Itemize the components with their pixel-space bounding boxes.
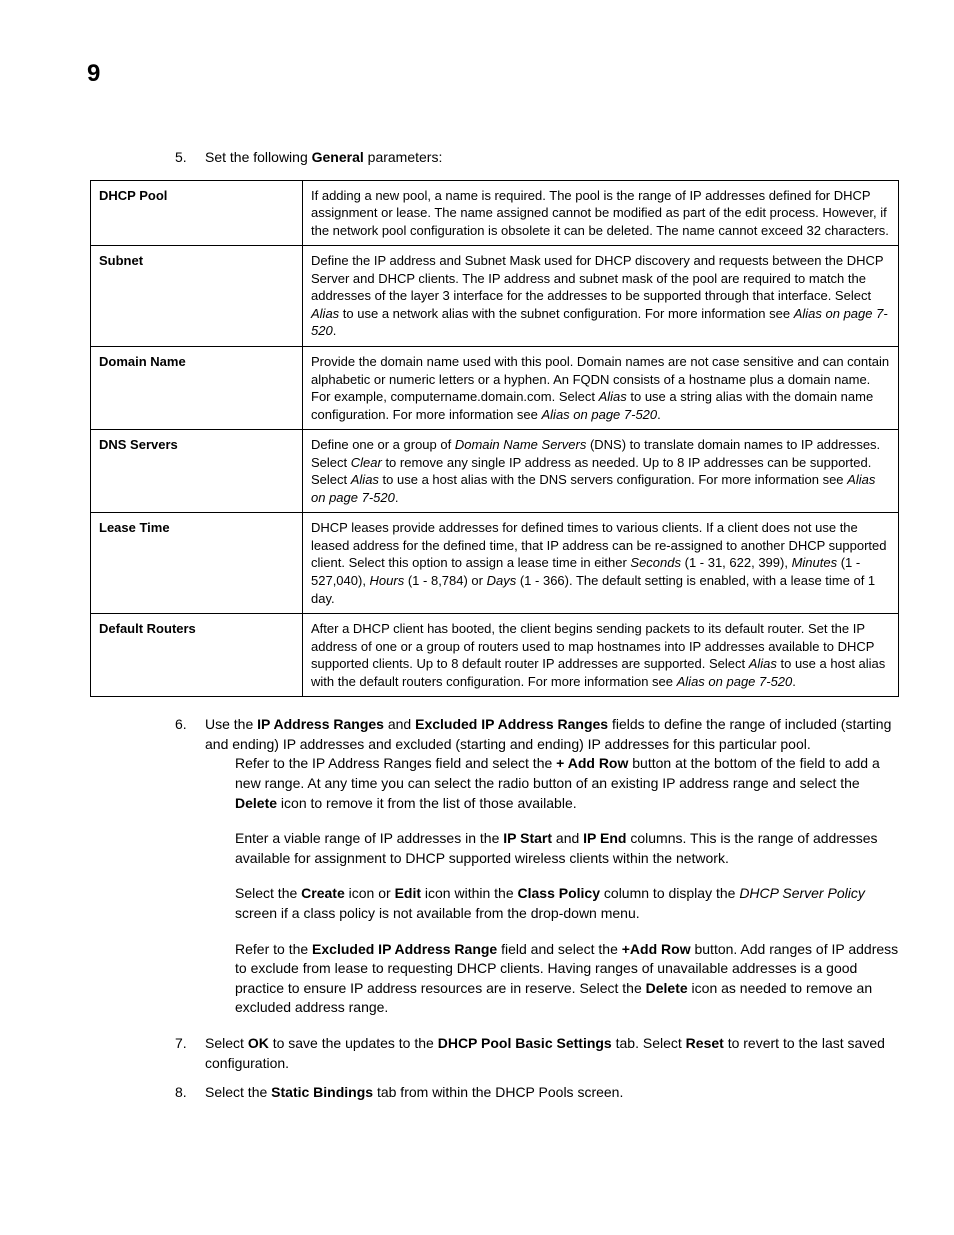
param-desc: After a DHCP client has booted, the clie… [303, 614, 899, 697]
step5-post: parameters: [364, 149, 443, 165]
general-params-table: DHCP Pool If adding a new pool, a name i… [90, 180, 899, 698]
text: Define one or a group of [311, 437, 455, 452]
text: (1 - 8,784) or [404, 573, 486, 588]
bold: IP End [583, 830, 626, 846]
table-row: Lease Time DHCP leases provide addresses… [91, 513, 899, 614]
text: to use a network alias with the subnet c… [339, 306, 794, 321]
text: Define the IP address and Subnet Mask us… [311, 253, 883, 303]
bold: Create [301, 885, 345, 901]
paragraph: Enter a viable range of IP addresses in … [235, 829, 899, 868]
italic: Alias on page 7-520 [542, 407, 658, 422]
text: Refer to the IP Address Ranges field and… [235, 755, 556, 771]
bold: Delete [235, 795, 277, 811]
text: Select [205, 1035, 248, 1051]
param-label: DNS Servers [91, 430, 303, 513]
text: column to display the [600, 885, 739, 901]
bold: Excluded IP Address Range [312, 941, 497, 957]
text: . [333, 323, 337, 338]
bold: Class Policy [518, 885, 601, 901]
italic: Domain Name Servers [455, 437, 587, 452]
text: and [384, 716, 415, 732]
text: . [395, 490, 399, 505]
param-label: Lease Time [91, 513, 303, 614]
bold: DHCP Pool Basic Settings [438, 1035, 612, 1051]
text: icon or [345, 885, 395, 901]
italic: Hours [370, 573, 405, 588]
step-6: 6. Use the IP Address Ranges and Exclude… [175, 715, 899, 1018]
paragraph: Refer to the IP Address Ranges field and… [235, 754, 899, 813]
step-num: 7. [175, 1034, 187, 1054]
param-desc: DHCP leases provide addresses for define… [303, 513, 899, 614]
italic: Clear [351, 455, 382, 470]
step-8: 8. Select the Static Bindings tab from w… [175, 1083, 899, 1103]
text: . [657, 407, 661, 422]
italic: Seconds [630, 555, 681, 570]
step-5: 5. Set the following General parameters: [175, 148, 899, 168]
paragraph: Refer to the Excluded IP Address Range f… [235, 940, 899, 1018]
text: to save the updates to the [269, 1035, 438, 1051]
step-num: 8. [175, 1083, 187, 1103]
table-row: DNS Servers Define one or a group of Dom… [91, 430, 899, 513]
text: . [792, 674, 796, 689]
paragraph: Select the Create icon or Edit icon with… [235, 884, 899, 923]
italic: DHCP Server Policy [739, 885, 865, 901]
bold: Excluded IP Address Ranges [415, 716, 608, 732]
italic: Alias [599, 389, 627, 404]
text: and [552, 830, 583, 846]
bold: IP Start [503, 830, 552, 846]
text: to use a host alias with the DNS servers… [379, 472, 847, 487]
italic: Alias [749, 656, 777, 671]
text: (1 - 31, 622, 399), [681, 555, 792, 570]
text: Refer to the [235, 941, 312, 957]
param-desc: If adding a new pool, a name is required… [303, 180, 899, 246]
table-row: Domain Name Provide the domain name used… [91, 346, 899, 429]
step5-pre: Set the following [205, 149, 312, 165]
bold: Edit [395, 885, 421, 901]
text: Select the [205, 1084, 271, 1100]
step-7: 7. Select OK to save the updates to the … [175, 1034, 899, 1073]
text: Use the [205, 716, 257, 732]
bold: + Add Row [556, 755, 628, 771]
param-label: Default Routers [91, 614, 303, 697]
italic: Alias [311, 306, 339, 321]
table-row: Default Routers After a DHCP client has … [91, 614, 899, 697]
param-desc: Define one or a group of Domain Name Ser… [303, 430, 899, 513]
text: tab. Select [612, 1035, 686, 1051]
italic: Minutes [792, 555, 838, 570]
text: Enter a viable range of IP addresses in … [235, 830, 503, 846]
param-label: Domain Name [91, 346, 303, 429]
bold: IP Address Ranges [257, 716, 384, 732]
bold: Delete [646, 980, 688, 996]
italic: Alias on page 7-520 [677, 674, 793, 689]
text: field and select the [497, 941, 622, 957]
text: Select the [235, 885, 301, 901]
bold: Reset [686, 1035, 724, 1051]
text: icon to remove it from the list of those… [277, 795, 577, 811]
bold: OK [248, 1035, 269, 1051]
sub-paragraphs: Refer to the IP Address Ranges field and… [235, 754, 899, 1018]
italic: Days [487, 573, 517, 588]
table-row: Subnet Define the IP address and Subnet … [91, 246, 899, 347]
italic: Alias [351, 472, 379, 487]
bold: +Add Row [622, 941, 691, 957]
table-row: DHCP Pool If adding a new pool, a name i… [91, 180, 899, 246]
param-label: Subnet [91, 246, 303, 347]
param-desc: Define the IP address and Subnet Mask us… [303, 246, 899, 347]
param-label: DHCP Pool [91, 180, 303, 246]
chapter-number: 9 [87, 60, 899, 88]
param-desc: Provide the domain name used with this p… [303, 346, 899, 429]
content-block: 5. Set the following General parameters:… [175, 148, 899, 1103]
text: tab from within the DHCP Pools screen. [373, 1084, 623, 1100]
step-num: 5. [175, 148, 187, 168]
step-num: 6. [175, 715, 187, 735]
step5-bold: General [312, 149, 364, 165]
text: screen if a class policy is not availabl… [235, 905, 640, 921]
text: icon within the [421, 885, 518, 901]
bold: Static Bindings [271, 1084, 373, 1100]
